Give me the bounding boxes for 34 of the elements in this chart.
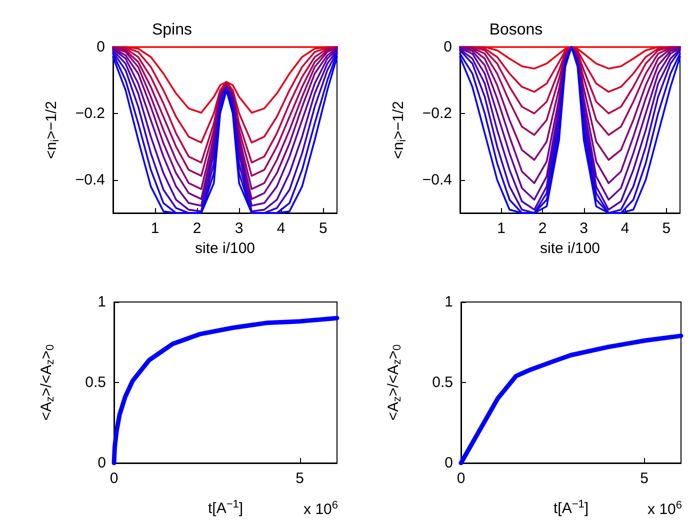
y-axis-title: <ni>−1/2 xyxy=(390,101,408,159)
x-axis-title: site i/100 xyxy=(194,240,256,257)
x-tick-label: 3 xyxy=(234,220,244,237)
x-axis-title: site i/100 xyxy=(540,240,600,257)
chart-title: Spins xyxy=(152,22,192,38)
x-tick-label: 2 xyxy=(538,220,547,237)
x-tick-label: 4 xyxy=(620,220,630,237)
y-axis-title: <Az>/<Az>0 xyxy=(385,344,404,421)
y-tick-label: 1 xyxy=(98,294,106,310)
x-tick-label: 3 xyxy=(580,220,588,237)
y-tick-label: 0 xyxy=(444,454,453,472)
y-tick-label: 1 xyxy=(444,294,453,310)
x-tick-label: 5 xyxy=(296,470,304,487)
y-tick-label: −0.2 xyxy=(422,104,452,122)
x-tick-label: 1 xyxy=(497,220,506,237)
y-tick-label: 0.5 xyxy=(85,374,106,391)
x-tick-label: 2 xyxy=(192,220,202,237)
x-tick-label: 5 xyxy=(662,220,671,237)
y-axis-title: <ni>−1/2 xyxy=(43,101,62,159)
y-tick-label: 0 xyxy=(96,38,105,56)
y-tick-label: 0 xyxy=(98,454,106,472)
x-tick-label: 5 xyxy=(640,470,649,487)
x-tick-label: 0 xyxy=(456,470,466,487)
y-tick-label: 0.5 xyxy=(432,374,453,391)
y-axis-title: <Az>/<Az>0 xyxy=(38,344,56,421)
chart-title: Bosons xyxy=(489,22,543,38)
x-tick-label: 5 xyxy=(318,220,328,237)
y-tick-label: −0.4 xyxy=(422,171,452,188)
x-tick-label: 0 xyxy=(110,470,118,487)
y-tick-label: −0.2 xyxy=(75,104,105,122)
y-tick-label: −0.4 xyxy=(75,171,105,188)
y-tick-label: 0 xyxy=(444,38,452,56)
x-tick-label: 4 xyxy=(276,220,286,237)
x-tick-label: 1 xyxy=(150,220,160,237)
